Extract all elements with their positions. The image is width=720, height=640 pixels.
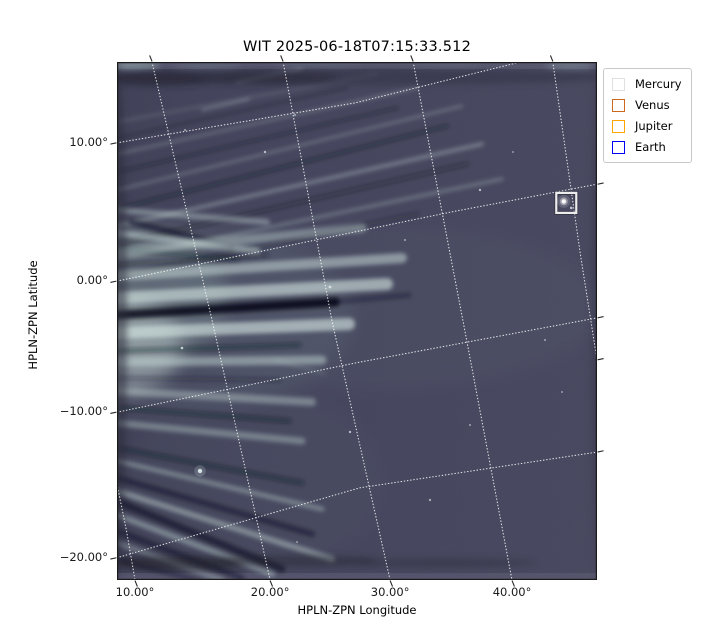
axes-frame	[110, 55, 604, 587]
legend: Mercury Venus Jupiter Earth	[603, 68, 692, 163]
legend-label: Jupiter	[635, 119, 673, 133]
x-axis-label: HPLN-ZPN Longitude	[297, 603, 417, 617]
mercury-swatch	[612, 77, 625, 91]
x-tick-label: 20.00°	[250, 585, 290, 599]
legend-item-mercury: Mercury	[612, 74, 682, 94]
x-tick-label: 40.00°	[492, 585, 532, 599]
legend-item-venus: Venus	[612, 95, 682, 115]
earth-swatch	[612, 140, 625, 154]
y-tick-label: −10.00°	[59, 404, 108, 419]
x-tick-label: 30.00°	[370, 585, 410, 599]
coronagraph-image	[110, 55, 604, 587]
y-tick-label: 10.00°	[69, 134, 108, 149]
legend-label: Earth	[635, 140, 666, 154]
y-tick-label: 0.00°	[76, 273, 108, 288]
film-grain	[117, 62, 597, 580]
jupiter-swatch	[612, 119, 625, 133]
venus-swatch	[612, 98, 625, 112]
legend-item-jupiter: Jupiter	[612, 116, 682, 136]
x-tick-label: 10.00°	[115, 585, 155, 599]
legend-label: Venus	[635, 98, 670, 112]
y-tick-label: −20.00°	[59, 549, 108, 564]
legend-item-earth: Earth	[612, 137, 682, 157]
legend-label: Mercury	[635, 77, 682, 91]
plot-title: WIT 2025-06-18T07:15:33.512	[242, 39, 471, 55]
plot-area	[110, 55, 604, 587]
